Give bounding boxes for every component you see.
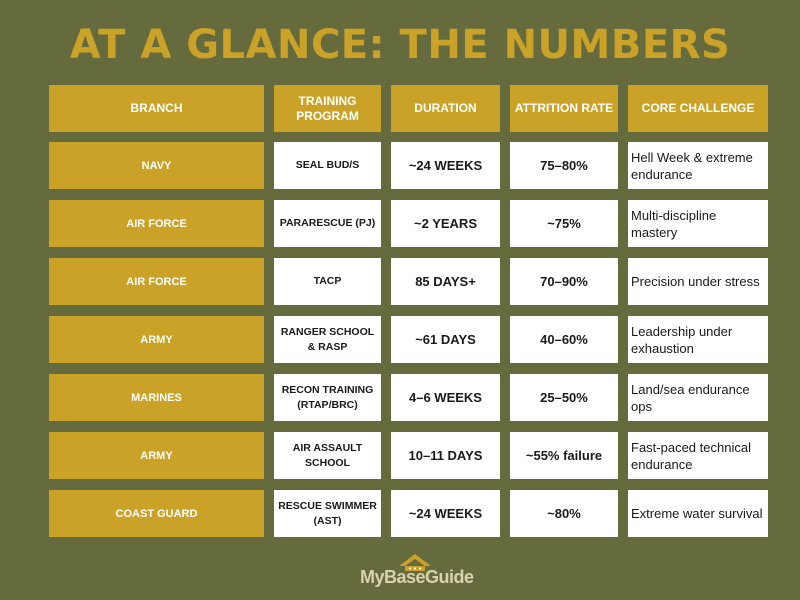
logo-text: MyBaseGuide xyxy=(360,567,474,587)
mybaseguide-logo: MyBaseGuide xyxy=(360,553,474,593)
program-cell: PARARESCUE (PJ) xyxy=(274,200,381,247)
branch-cell: COAST GUARD xyxy=(49,490,264,537)
branch-cell: ARMY xyxy=(49,316,264,363)
header-core-challenge: CORE CHALLENGE xyxy=(628,85,768,132)
duration-cell: 4–6 WEEKS xyxy=(391,374,500,421)
challenge-cell: Multi-discipline mastery xyxy=(628,200,768,247)
challenge-cell: Land/sea endurance ops xyxy=(628,374,768,421)
program-cell: TACP xyxy=(274,258,381,305)
branch-cell: AIR FORCE xyxy=(49,258,264,305)
house-roof-stars-icon xyxy=(399,554,431,571)
attrition-cell: 70–90% xyxy=(510,258,618,305)
challenge-cell: Hell Week & extreme endurance xyxy=(628,142,768,189)
branch-cell: MARINES xyxy=(49,374,264,421)
program-cell: RECON TRAINING (RTAP/BRC) xyxy=(274,374,381,421)
challenge-cell: Fast-paced technical endurance xyxy=(628,432,768,479)
attrition-cell: ~75% xyxy=(510,200,618,247)
header-attrition-rate: ATTRITION RATE xyxy=(510,85,618,132)
duration-cell: ~61 DAYS xyxy=(391,316,500,363)
duration-cell: ~24 WEEKS xyxy=(391,490,500,537)
attrition-cell: 25–50% xyxy=(510,374,618,421)
duration-cell: 85 DAYS+ xyxy=(391,258,500,305)
header-branch: BRANCH xyxy=(49,85,264,132)
page-title: AT A GLANCE: THE NUMBERS xyxy=(69,22,731,68)
challenge-cell: Extreme water survival xyxy=(628,490,768,537)
challenge-cell: Leadership under exhaustion xyxy=(628,316,768,363)
header-training-program: TRAINING PROGRAM xyxy=(274,85,381,132)
program-cell: RANGER SCHOOL & RASP xyxy=(274,316,381,363)
header-duration: DURATION xyxy=(391,85,500,132)
numbers-table: BRANCH TRAINING PROGRAM DURATION ATTRITI… xyxy=(49,85,768,537)
program-cell: RESCUE SWIMMER (AST) xyxy=(274,490,381,537)
attrition-cell: ~80% xyxy=(510,490,618,537)
program-cell: SEAL BUD/S xyxy=(274,142,381,189)
branch-cell: AIR FORCE xyxy=(49,200,264,247)
attrition-cell: ~55% failure xyxy=(510,432,618,479)
branch-cell: NAVY xyxy=(49,142,264,189)
branch-cell: ARMY xyxy=(49,432,264,479)
attrition-cell: 40–60% xyxy=(510,316,618,363)
duration-cell: 10–11 DAYS xyxy=(391,432,500,479)
attrition-cell: 75–80% xyxy=(510,142,618,189)
challenge-cell: Precision under stress xyxy=(628,258,768,305)
program-cell: AIR ASSAULT SCHOOL xyxy=(274,432,381,479)
duration-cell: ~24 WEEKS xyxy=(391,142,500,189)
duration-cell: ~2 YEARS xyxy=(391,200,500,247)
